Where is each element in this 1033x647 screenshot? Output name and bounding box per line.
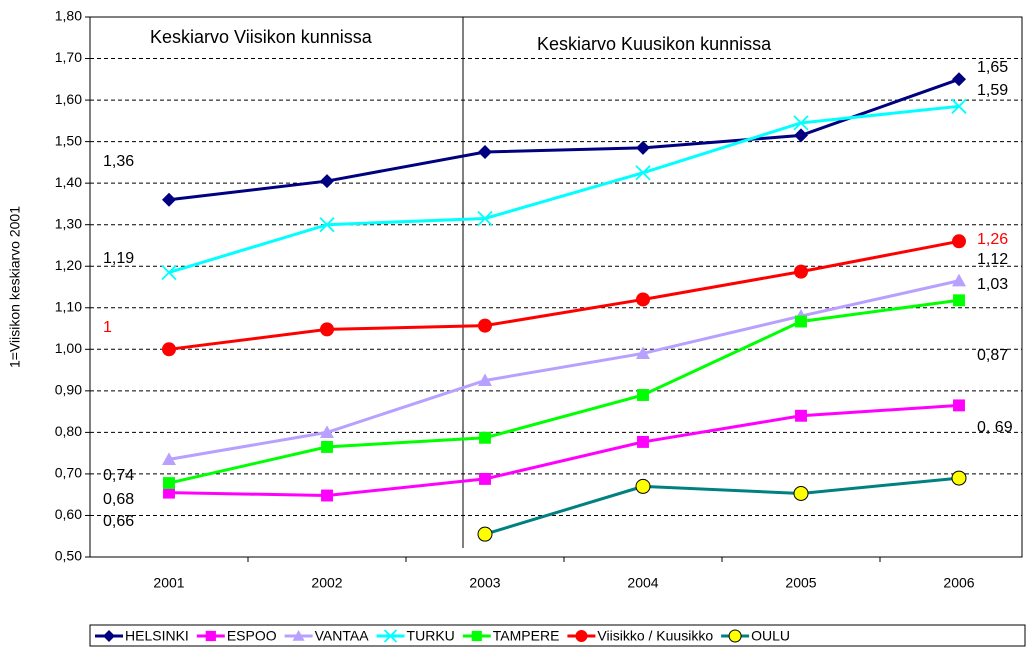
x-tick-label: 2005	[785, 575, 816, 591]
legend-label: OULU	[751, 628, 790, 644]
y-axis-label: 1=Viisikon keskiarvo 2001	[7, 206, 23, 368]
marker	[321, 440, 333, 453]
annotation: 0,68	[103, 491, 134, 508]
marker	[636, 140, 650, 155]
legend-label: VANTAA	[315, 628, 370, 644]
legend-label: Viisikko / Kuusikko	[597, 628, 713, 644]
annotation: 1,19	[103, 250, 134, 267]
marker	[636, 346, 650, 360]
legend-marker	[103, 630, 115, 642]
y-tick-label: 1,60	[55, 91, 82, 107]
y-tick-label: 1,10	[55, 298, 82, 314]
marker	[319, 217, 335, 233]
series-line	[168, 279, 960, 461]
legend-box	[89, 624, 1026, 647]
annotation: 1,59	[977, 82, 1008, 99]
series-line	[168, 239, 960, 351]
annotation: Keskiarvo Kuusikon kunnissa	[537, 34, 772, 54]
legend-marker	[575, 630, 588, 642]
series-line	[168, 298, 960, 485]
legend-marker	[383, 629, 398, 643]
marker	[478, 373, 492, 387]
annotation: 1,12	[977, 251, 1008, 268]
legend-label: ESPOO	[227, 628, 277, 644]
legend-marker	[205, 630, 216, 642]
marker	[794, 128, 808, 143]
marker	[162, 192, 176, 207]
marker	[637, 389, 649, 401]
marker	[953, 294, 965, 307]
marker	[478, 145, 492, 159]
marker	[321, 489, 333, 502]
x-tick-label: 2003	[469, 575, 500, 591]
marker	[793, 485, 809, 501]
marker	[479, 431, 491, 444]
marker	[162, 452, 176, 465]
marker	[795, 409, 807, 422]
marker	[952, 234, 966, 249]
x-tick-label: 2006	[943, 575, 974, 591]
marker	[951, 470, 967, 486]
annotation: 1,03	[977, 276, 1008, 293]
marker	[161, 264, 177, 281]
marker	[163, 477, 175, 490]
marker	[635, 165, 651, 181]
plot-border	[89, 16, 1023, 558]
annotation: 0,74	[103, 467, 134, 484]
annotation: 0,66	[103, 513, 134, 530]
marker	[635, 478, 651, 494]
marker	[320, 425, 334, 438]
legend-marker	[728, 629, 742, 643]
marker	[795, 315, 807, 328]
annotation: 1	[103, 319, 112, 336]
y-tick-label: 1,40	[55, 174, 82, 190]
x-tick-label: 2002	[311, 575, 342, 591]
annotation: 0, 69	[977, 419, 1013, 436]
annotation: 1,65	[977, 59, 1008, 76]
x-tick-label: 2004	[627, 575, 658, 591]
legend-label: HELSINKI	[125, 628, 189, 644]
y-tick-label: 0,50	[55, 548, 82, 564]
legend-marker	[471, 630, 482, 642]
y-tick-label: 1,80	[55, 8, 82, 24]
y-tick-label: 0,70	[55, 465, 82, 481]
marker	[162, 342, 176, 357]
marker	[794, 264, 808, 279]
y-tick-label: 1,70	[55, 49, 82, 65]
y-tick-label: 1,20	[55, 257, 82, 273]
marker	[636, 292, 650, 307]
marker	[637, 435, 649, 448]
y-tick-label: 0,90	[55, 382, 82, 398]
marker	[953, 399, 965, 412]
x-tick-label: 2001	[153, 575, 184, 591]
series-line	[168, 403, 960, 498]
legend-label: TURKU	[407, 628, 455, 644]
y-tick-label: 0,60	[55, 506, 82, 522]
y-tick-label: 1,00	[55, 340, 82, 356]
annotation: 0,87	[977, 347, 1008, 364]
marker	[477, 210, 493, 227]
annotation: Keskiarvo Viisikon kunnissa	[150, 27, 373, 47]
annotation: 1,36	[103, 153, 134, 170]
y-tick-label: 1,30	[55, 215, 82, 231]
legend-label: TAMPERE	[493, 628, 560, 644]
series-line	[484, 476, 960, 536]
marker	[951, 98, 967, 114]
y-tick-label: 0,80	[55, 423, 82, 439]
marker	[320, 174, 334, 189]
series-line	[168, 77, 960, 202]
marker	[952, 273, 966, 287]
marker	[479, 472, 491, 485]
marker	[320, 322, 334, 337]
series-line	[168, 104, 960, 274]
marker	[952, 72, 966, 87]
marker	[478, 318, 492, 333]
y-tick-label: 1,50	[55, 132, 82, 148]
marker	[793, 115, 809, 131]
marker	[477, 526, 493, 542]
legend-marker	[292, 630, 305, 641]
annotation: 1,26	[977, 231, 1008, 248]
marker	[163, 486, 175, 499]
